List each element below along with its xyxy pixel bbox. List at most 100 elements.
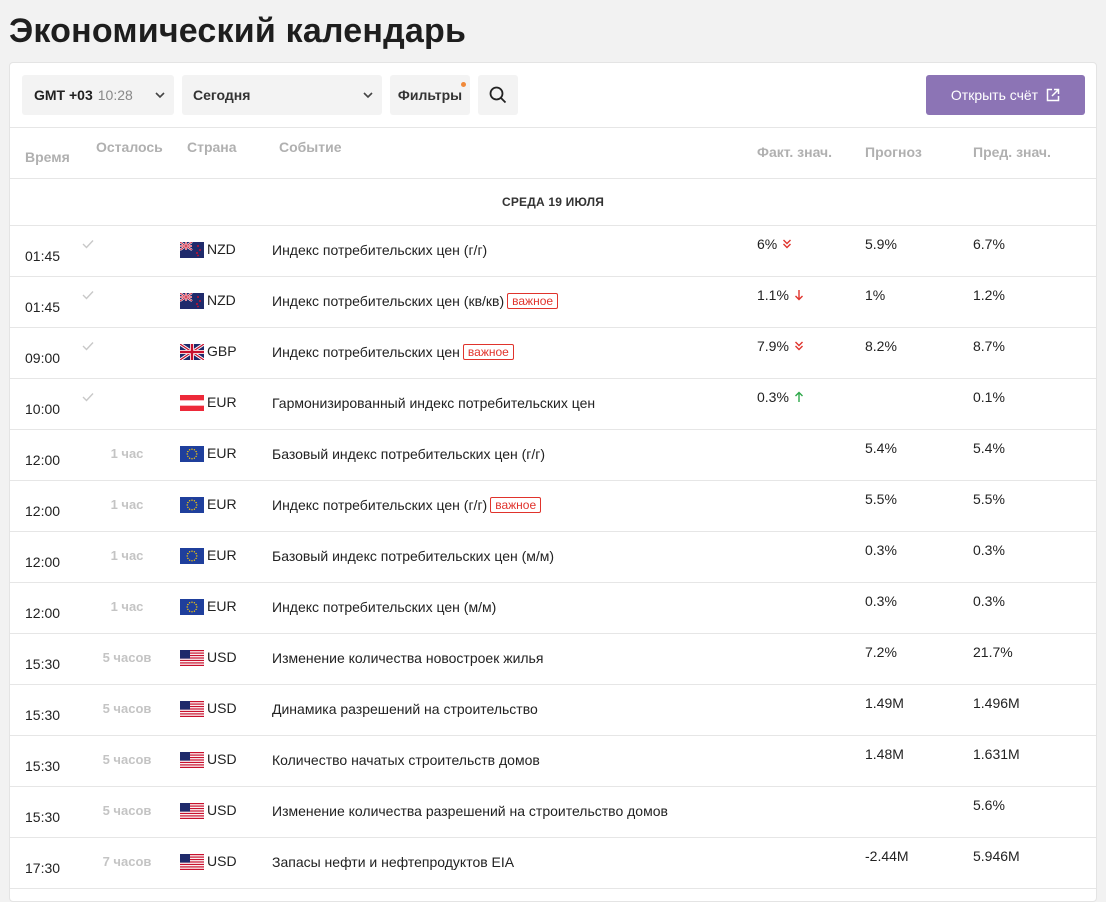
time-left: 1 час (110, 548, 144, 563)
event-name[interactable]: Индекс потребительских цен (272, 344, 460, 360)
table-row[interactable]: 12:00 1 час EUR Базовый индекс потребительс… (10, 532, 1096, 583)
currency: GBP (207, 343, 237, 359)
date-select-value: Сегодня (193, 87, 251, 103)
timezone-select[interactable]: GMT +03 10:28 (22, 75, 174, 115)
event-name[interactable]: Динамика разрешений на строительство (272, 701, 538, 717)
event-time: 15:30 (25, 656, 61, 672)
event-name[interactable]: Гармонизированный индекс потребительских… (272, 395, 596, 411)
trend-down-double-icon (782, 239, 792, 249)
calendar-card: GMT +03 10:28 Сегодня Фильтры Открыть сч… (9, 62, 1097, 902)
external-link-icon (1046, 88, 1060, 102)
event-name[interactable]: Изменение количества разрешений на строи… (272, 803, 668, 819)
table-row[interactable]: 15:30 5 часов USD Изменение количества разр… (10, 787, 1096, 838)
check-icon (82, 392, 172, 402)
header-forecast: Прогноз (865, 144, 922, 160)
previous-value: 1.631M (973, 746, 1020, 762)
previous-value: 8.7% (973, 338, 1005, 354)
table-row[interactable]: 09:00 GBP Индекс потребительских цен важное… (10, 328, 1096, 379)
trend-down-double-icon (794, 341, 804, 351)
previous-value: 5.4% (973, 440, 1005, 456)
previous-value: 1.2% (973, 287, 1005, 303)
header-actual: Факт. знач. (757, 144, 833, 160)
forecast-value: 0.3% (865, 593, 897, 609)
event-time: 01:45 (25, 299, 61, 315)
time-left: 1 час (110, 446, 144, 461)
table-row[interactable]: 10:00 EUR Гармонизированный индекс потреби… (10, 379, 1096, 430)
time-left: 5 часов (102, 752, 152, 767)
event-name[interactable]: Индекс потребительских цен (м/м) (272, 599, 497, 615)
actual-value: 1.1% (757, 287, 789, 303)
date-select[interactable]: Сегодня (182, 75, 382, 115)
currency: NZD (207, 241, 236, 257)
previous-value: 0.1% (973, 389, 1005, 405)
event-time: 12:00 (25, 605, 61, 621)
event-name[interactable]: Базовый индекс потребительских цен (г/г) (272, 446, 546, 462)
event-name[interactable]: Количество начатых строительств домов (272, 752, 540, 768)
flag-eu-icon (180, 497, 204, 513)
table-row[interactable]: 12:00 1 час EUR Индекс потребительских цен … (10, 481, 1096, 532)
important-badge: важное (490, 497, 542, 513)
event-name[interactable]: Индекс потребительских цен (г/г) (272, 242, 488, 258)
search-button[interactable] (478, 75, 518, 115)
flag-nz-icon (180, 293, 204, 309)
table-row[interactable]: 15:30 5 часов USD Количество начатых строит… (10, 736, 1096, 787)
timezone-gmt: GMT +03 (34, 87, 93, 103)
event-time: 10:00 (25, 401, 61, 417)
table-row[interactable]: 01:45 NZD Индекс потребительских цен (кв/к… (10, 277, 1096, 328)
day-header: СРЕДА 19 ИЮЛЯ (10, 179, 1096, 226)
table-row[interactable]: 12:00 1 час EUR Индекс потребительских цен … (10, 583, 1096, 634)
actual-value: 6% (757, 236, 778, 252)
table-row[interactable]: 17:30 7 часов USD Запасы нефти и нефтепроду… (10, 838, 1096, 889)
open-account-button[interactable]: Открыть счёт (926, 75, 1085, 115)
currency: EUR (207, 547, 237, 563)
table-row[interactable]: 15:30 5 часов USD Динамика разрешений на ст… (10, 685, 1096, 736)
flag-us-icon (180, 650, 204, 666)
actual-value: 0.3% (757, 389, 789, 405)
forecast-value: -2.44M (865, 848, 909, 864)
forecast-value: 1.49M (865, 695, 904, 711)
actual-value: 7.9% (757, 338, 789, 354)
table-row[interactable]: 15:30 5 часов USD Изменение количества ново… (10, 634, 1096, 685)
previous-value: 5.6% (973, 797, 1005, 813)
previous-value: 0.3% (973, 542, 1005, 558)
currency: USD (207, 802, 237, 818)
event-time: 15:30 (25, 809, 61, 825)
forecast-value: 0.3% (865, 542, 897, 558)
header-country: Страна (187, 139, 237, 155)
trend-up-icon (794, 391, 804, 403)
filters-button[interactable]: Фильтры (390, 75, 470, 115)
open-account-label: Открыть счёт (950, 87, 1039, 103)
event-cell: Изменение количества новостроек жилья (272, 650, 543, 666)
table-row[interactable]: 12:00 1 час EUR Базовый индекс потребительс… (10, 430, 1096, 481)
currency: EUR (207, 394, 237, 410)
event-cell: Гармонизированный индекс потребительских… (272, 395, 595, 411)
event-name[interactable]: Индекс потребительских цен (кв/кв) (272, 293, 505, 309)
event-name[interactable]: Запасы нефти и нефтепродуктов EIA (272, 854, 515, 870)
event-time: 17:30 (25, 860, 61, 876)
event-name[interactable]: Изменение количества новостроек жилья (272, 650, 544, 666)
currency: USD (207, 649, 237, 665)
event-name[interactable]: Базовый индекс потребительских цен (м/м) (272, 548, 555, 564)
flag-eu-icon (180, 446, 204, 462)
actual-cell: 7.9% (757, 338, 804, 354)
event-cell: Базовый индекс потребительских цен (г/г) (272, 446, 545, 462)
check-icon (82, 341, 172, 351)
currency: EUR (207, 598, 237, 614)
table-row[interactable]: 01:45 NZD Индекс потребительских цен (г/г)… (10, 226, 1096, 277)
previous-value: 0.3% (973, 593, 1005, 609)
forecast-value: 8.2% (865, 338, 897, 354)
event-time: 15:30 (25, 707, 61, 723)
header-previous: Пред. знач. (973, 144, 1051, 160)
event-cell: Индекс потребительских цен (кв/кв) важное (272, 293, 559, 309)
time-left: 7 часов (102, 854, 152, 869)
chevron-down-icon (362, 89, 374, 101)
flag-gb-icon (180, 344, 204, 360)
flag-eu-icon (180, 548, 204, 564)
event-name[interactable]: Индекс потребительских цен (г/г) (272, 497, 488, 513)
event-time: 09:00 (25, 350, 61, 366)
previous-value: 1.496M (973, 695, 1020, 711)
previous-value: 6.7% (973, 236, 1005, 252)
page-title: Экономический календарь (9, 12, 467, 50)
check-icon (82, 290, 172, 300)
event-time: 12:00 (25, 554, 61, 570)
